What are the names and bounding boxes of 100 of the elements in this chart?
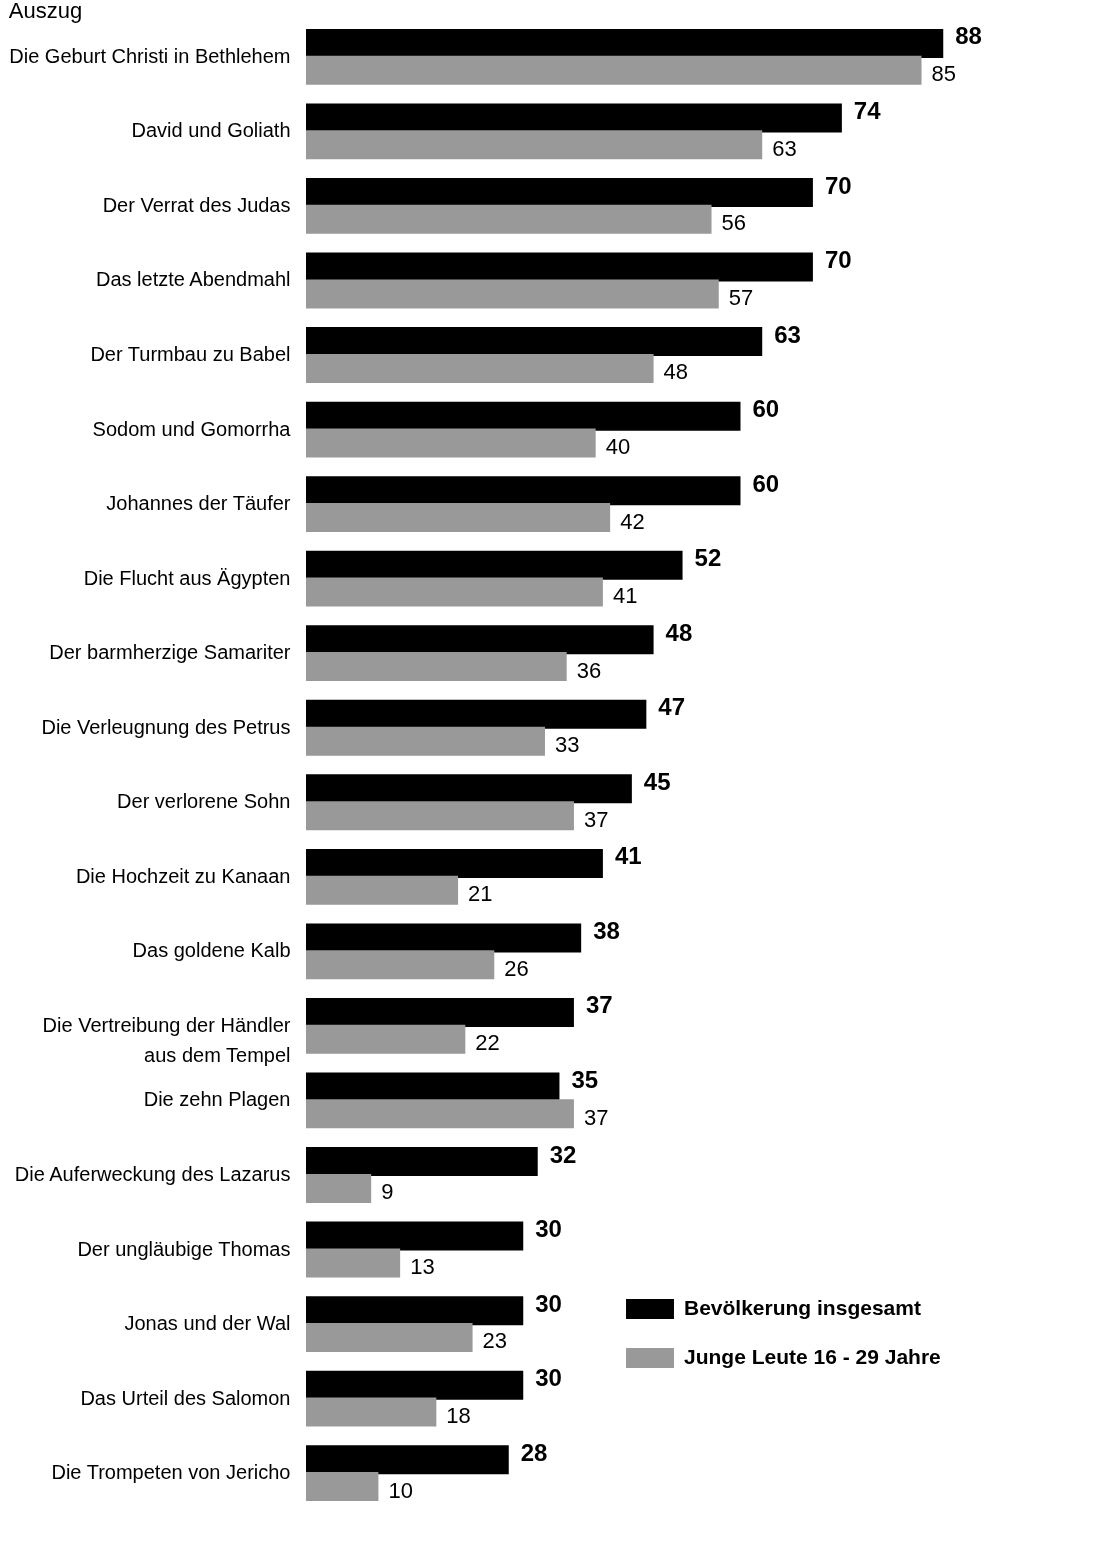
bar <box>306 1472 379 1502</box>
data-label: 47 <box>658 693 686 721</box>
data-label: 57 <box>728 284 754 310</box>
y-tick-label: Die Hochzeit zu Kanaan <box>75 864 291 887</box>
data-label: 37 <box>585 991 613 1019</box>
data-label: 63 <box>774 320 801 348</box>
bar <box>306 204 712 234</box>
data-label: 85 <box>931 61 957 87</box>
data-label: 35 <box>571 1066 599 1094</box>
data-label: 18 <box>446 1403 471 1429</box>
text: Auszug <box>8 0 83 24</box>
bar <box>306 1322 473 1352</box>
bar <box>306 801 574 831</box>
bar <box>306 1221 524 1251</box>
data-label: 23 <box>482 1328 508 1354</box>
data-label: 37 <box>583 806 609 832</box>
bar <box>306 652 567 682</box>
bar <box>306 103 842 133</box>
legend-label: Junge Leute 16 - 29 Jahre <box>684 1345 941 1368</box>
y-tick-label: Die Geburt Christi in Bethlehem <box>9 44 291 67</box>
y-tick-label: Jonas und der Wal <box>124 1312 291 1335</box>
data-label: 70 <box>824 171 852 199</box>
data-label: 26 <box>504 955 529 981</box>
y-tick-label: Der verlorene Sohn <box>117 790 291 813</box>
bar <box>306 476 741 506</box>
bar <box>306 353 654 383</box>
bar <box>306 1296 524 1326</box>
data-label: 40 <box>605 433 631 459</box>
data-label: 13 <box>410 1253 435 1279</box>
bar <box>306 625 654 655</box>
y-tick-label: Der ungläubige Thomas <box>77 1237 291 1260</box>
data-label: 45 <box>643 767 671 795</box>
bar <box>306 252 813 282</box>
y-tick-label: Die Vertreibung der Händler aus dem Tempel <box>42 1013 291 1066</box>
bar <box>306 1370 524 1400</box>
data-label: 28 <box>520 1438 548 1466</box>
y-tick-label: Das letzte Abendmahl <box>95 268 291 291</box>
bar <box>306 950 495 980</box>
data-label: 30 <box>535 1289 562 1317</box>
y-tick-label: Der Verrat des Judas <box>102 193 291 216</box>
bar <box>306 178 813 208</box>
data-label: 63 <box>772 135 797 161</box>
bar <box>306 1445 509 1475</box>
data-label: 74 <box>853 96 882 124</box>
bar <box>306 774 632 804</box>
data-label: 56 <box>721 210 747 236</box>
data-label: 42 <box>620 508 645 534</box>
bar <box>306 726 545 756</box>
y-tick-label: Das Urteil des Salomon <box>80 1386 291 1409</box>
data-label: 41 <box>614 842 642 870</box>
bar <box>306 923 582 953</box>
bar <box>306 550 683 580</box>
data-label: 60 <box>752 469 780 497</box>
data-label: 52 <box>694 544 722 572</box>
y-tick-label: Die Verleugnung des Petrus <box>41 715 291 738</box>
bar <box>306 699 647 729</box>
data-label: 48 <box>663 359 689 385</box>
bar <box>306 577 603 607</box>
y-tick-label: Die Flucht aus Ägypten <box>83 566 291 589</box>
y-tick-label: Der barmherzige Samariter <box>49 641 291 664</box>
data-label: 37 <box>583 1104 609 1130</box>
legend-label: Bevölkerung insgesamt <box>684 1296 921 1319</box>
data-label: 88 <box>955 22 982 50</box>
bar <box>306 1024 466 1054</box>
data-label: 41 <box>612 583 638 609</box>
bar <box>306 997 574 1027</box>
data-label: 32 <box>549 1140 577 1168</box>
bar <box>306 327 763 357</box>
y-tick-label: Sodom und Gomorrha <box>92 417 292 440</box>
y-tick-label: Der Turmbau zu Babel <box>90 343 291 366</box>
data-label: 9 <box>381 1179 394 1205</box>
data-label: 10 <box>388 1477 413 1503</box>
bar <box>306 875 459 905</box>
bar <box>306 503 611 533</box>
bar <box>306 1397 437 1427</box>
bar <box>306 1099 574 1129</box>
y-tick-label: Johannes der Täufer <box>106 492 291 515</box>
data-label: 33 <box>554 732 580 758</box>
data-label: 30 <box>535 1364 562 1392</box>
bar <box>306 130 763 160</box>
bar <box>306 279 719 309</box>
y-tick-label: Die zehn Plagen <box>143 1088 291 1111</box>
data-label: 38 <box>593 916 620 944</box>
y-tick-label: David und Goliath <box>131 119 291 142</box>
data-label: 70 <box>824 246 852 274</box>
bar <box>306 401 741 431</box>
data-label: 30 <box>535 1215 562 1243</box>
bar <box>306 1173 372 1203</box>
bar <box>306 428 596 458</box>
bar <box>306 1248 401 1278</box>
y-tick-label: Das goldene Kalb <box>132 939 291 962</box>
y-tick-label: Die Auferweckung des Lazarus <box>14 1162 291 1185</box>
data-label: 21 <box>468 881 493 907</box>
data-label: 48 <box>665 618 693 646</box>
bar <box>306 848 603 878</box>
bar <box>306 55 922 85</box>
data-label: 60 <box>752 395 780 423</box>
bar <box>306 28 944 58</box>
data-label: 22 <box>475 1030 500 1056</box>
data-label: 36 <box>576 657 602 683</box>
